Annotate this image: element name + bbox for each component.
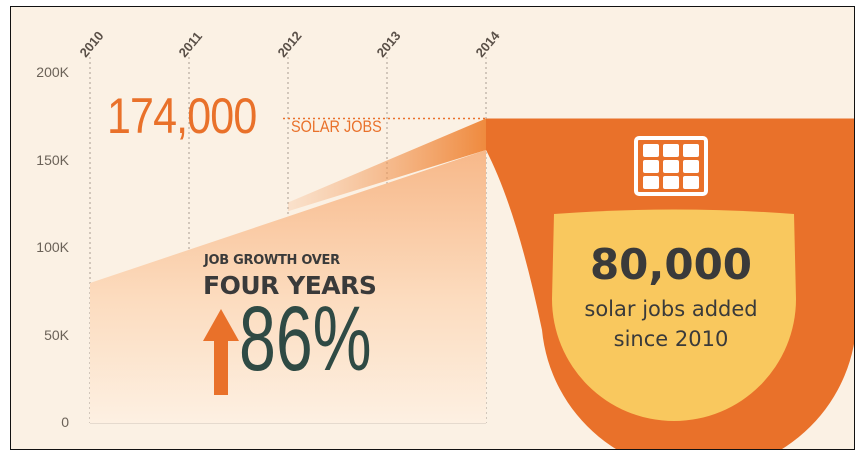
y-tick-label: 200K [36, 64, 69, 80]
solar-panel-icon [634, 136, 708, 196]
growth-band [288, 118, 486, 212]
jobs-added-text: solar jobs added [584, 297, 758, 321]
peak-jobs-label: SOLAR JOBS [291, 117, 382, 136]
infographic-frame: 0 50K 100K 150K 200K 2010 2011 2012 2013 2014 17… [10, 6, 855, 450]
callout-inner [552, 209, 796, 421]
growth-percent: 86% [239, 288, 372, 390]
jobs-added-value: 80,000 [589, 240, 753, 289]
y-tick-label: 150K [36, 151, 69, 168]
y-tick-label: 100K [36, 239, 69, 255]
growth-heading-large: FOUR YEARS [203, 271, 377, 300]
y-tick-label: 0 [61, 414, 69, 430]
jobs-added-since: since 2010 [613, 327, 729, 351]
jobs-area [90, 150, 486, 423]
area-chart [89, 57, 854, 449]
y-tick-label: 50K [44, 326, 69, 343]
up-arrow-icon [203, 309, 239, 395]
growth-heading-small: JOB GROWTH OVER [204, 253, 340, 268]
peak-jobs-value: 174,000 [107, 88, 257, 144]
